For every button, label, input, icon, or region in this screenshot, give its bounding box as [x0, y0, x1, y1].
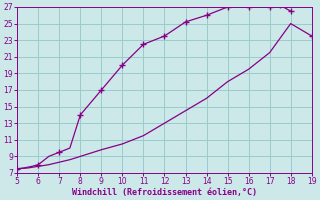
X-axis label: Windchill (Refroidissement éolien,°C): Windchill (Refroidissement éolien,°C) — [72, 188, 257, 197]
